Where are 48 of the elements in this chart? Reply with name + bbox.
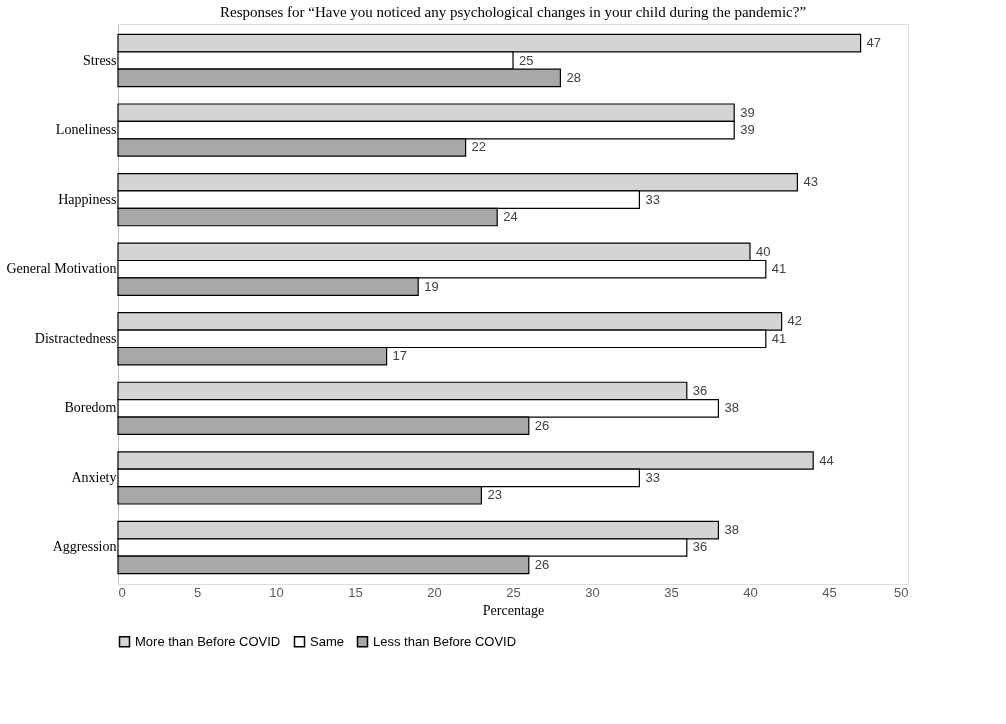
legend-label: More than Before COVID: [135, 633, 281, 649]
legend-label: Same: [310, 633, 344, 649]
y-tick-label: Stress: [83, 52, 117, 68]
data-label: 33: [645, 469, 660, 485]
data-label: 41: [771, 330, 787, 346]
data-label: 38: [724, 522, 739, 538]
x-tick-label: 0: [118, 584, 126, 600]
y-tick-label: Happiness: [58, 191, 117, 207]
data-label: 39: [740, 122, 755, 138]
x-tick-label: 5: [193, 584, 202, 600]
data-label: 25: [519, 52, 534, 68]
data-label: 19: [424, 278, 439, 294]
x-tick-label: 30: [585, 584, 600, 600]
y-tick-label: Aggression: [52, 539, 117, 555]
x-tick-label: 50: [894, 584, 909, 600]
data-label: 42: [787, 313, 803, 329]
data-label: 38: [724, 400, 739, 416]
y-tick-label: Boredom: [64, 400, 117, 416]
legend-label: Less than Before COVID: [373, 633, 517, 649]
data-label: 36: [692, 382, 708, 398]
x-axis-title: Percentage: [482, 602, 545, 618]
data-label: 17: [392, 348, 408, 364]
data-label: 26: [534, 417, 550, 433]
data-label: 44: [819, 452, 834, 468]
data-label: 47: [866, 35, 882, 51]
data-label: 23: [487, 487, 502, 503]
chart-title: Responses for “Have you noticed any psychological changes in your child during the pandemic?”: [219, 4, 807, 20]
y-tick-label: Loneliness: [55, 122, 117, 138]
y-tick-label: Distractedness: [34, 330, 117, 346]
x-tick-label: 15: [348, 584, 363, 600]
x-tick-label: 45: [822, 584, 837, 600]
x-tick-label: 25: [506, 584, 521, 600]
data-label: 33: [645, 191, 660, 207]
y-tick-label: General Motivation: [6, 261, 117, 277]
data-label: 22: [471, 139, 487, 155]
data-label: 26: [534, 556, 550, 572]
data-label: 24: [503, 209, 518, 225]
x-tick-label: 10: [269, 584, 284, 600]
data-label: 41: [771, 261, 787, 277]
y-tick-label: Anxiety: [71, 469, 117, 485]
data-label: 36: [692, 539, 708, 555]
data-label: 40: [756, 243, 771, 259]
x-tick-label: 35: [664, 584, 679, 600]
data-label: 28: [566, 69, 581, 85]
x-tick-label: 20: [427, 584, 442, 600]
data-label: 43: [803, 174, 818, 190]
data-label: 39: [740, 104, 755, 120]
x-tick-label: 40: [743, 584, 758, 600]
